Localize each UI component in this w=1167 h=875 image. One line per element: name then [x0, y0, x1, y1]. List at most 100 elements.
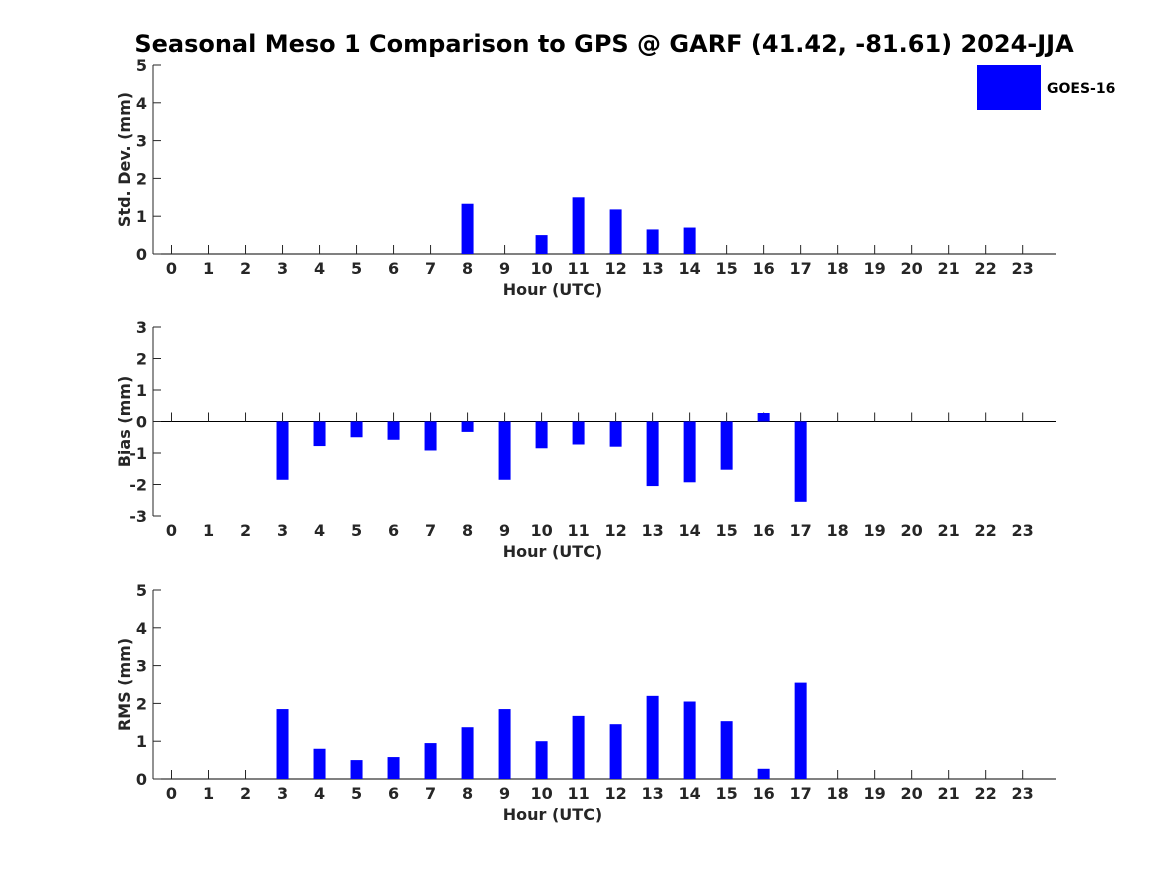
x-tick-label-rms: 22 — [975, 784, 997, 803]
y-tick-label-std-dev: 1 — [136, 207, 147, 226]
bar-rms-hour-3 — [276, 709, 289, 779]
y-tick-label-bias: 3 — [136, 318, 147, 337]
bar-rms-hour-17 — [794, 682, 807, 779]
x-tick-label-bias: 6 — [388, 521, 399, 540]
x-tick-label-rms: 8 — [462, 784, 473, 803]
y-tick-label-bias: 0 — [136, 413, 147, 432]
y-tick-label-bias: 1 — [136, 381, 147, 400]
y-tick-label-rms: 5 — [136, 581, 147, 600]
x-tick-label-bias: 8 — [462, 521, 473, 540]
bar-rms-hour-9 — [498, 709, 511, 779]
bar-bias-hour-6 — [387, 421, 400, 440]
bar-std-dev-hour-10 — [535, 235, 548, 254]
x-tick-label-rms: 19 — [864, 784, 886, 803]
x-tick-label-std-dev: 18 — [827, 259, 849, 278]
x-tick-label-rms: 20 — [901, 784, 923, 803]
x-tick-label-bias: 20 — [901, 521, 923, 540]
x-tick-label-bias: 7 — [425, 521, 436, 540]
bar-bias-hour-11 — [572, 421, 585, 445]
x-tick-label-std-dev: 10 — [530, 259, 552, 278]
x-tick-label-std-dev: 11 — [567, 259, 589, 278]
x-tick-label-rms: 17 — [790, 784, 812, 803]
y-tick-label-rms: 3 — [136, 657, 147, 676]
x-tick-label-std-dev: 1 — [203, 259, 214, 278]
bar-bias-hour-16 — [757, 412, 770, 422]
x-tick-label-std-dev: 3 — [277, 259, 288, 278]
x-tick-label-rms: 14 — [678, 784, 700, 803]
bar-rms-hour-4 — [313, 748, 326, 779]
x-tick-label-bias: 10 — [530, 521, 552, 540]
x-tick-label-rms: 12 — [604, 784, 626, 803]
bar-bias-hour-15 — [720, 421, 733, 470]
x-tick-label-bias: 13 — [641, 521, 663, 540]
y-tick-label-std-dev: 2 — [136, 169, 147, 188]
y-tick-label-std-dev: 4 — [136, 94, 147, 113]
y-axis-label-bias: Bias (mm) — [115, 376, 134, 468]
bar-bias-hour-9 — [498, 421, 511, 480]
bar-rms-hour-10 — [535, 741, 548, 779]
bar-rms-hour-15 — [720, 721, 733, 779]
x-tick-label-rms: 15 — [715, 784, 737, 803]
legend-label-goes-16: GOES-16 — [1047, 81, 1115, 97]
x-tick-label-rms: 11 — [567, 784, 589, 803]
x-tick-label-bias: 14 — [678, 521, 700, 540]
x-tick-label-bias: 12 — [604, 521, 626, 540]
x-tick-label-bias: 23 — [1012, 521, 1034, 540]
x-tick-label-bias: 2 — [240, 521, 251, 540]
x-tick-label-std-dev: 8 — [462, 259, 473, 278]
x-tick-label-std-dev: 0 — [166, 259, 177, 278]
x-tick-label-rms: 2 — [240, 784, 251, 803]
bar-rms-hour-16 — [757, 768, 770, 779]
x-tick-label-std-dev: 13 — [641, 259, 663, 278]
x-tick-label-rms: 6 — [388, 784, 399, 803]
bar-rms-hour-7 — [424, 743, 437, 779]
bar-bias-hour-12 — [609, 421, 622, 447]
x-tick-label-std-dev: 17 — [790, 259, 812, 278]
bar-std-dev-hour-13 — [646, 229, 659, 254]
x-tick-label-std-dev: 21 — [938, 259, 960, 278]
x-tick-label-std-dev: 2 — [240, 259, 251, 278]
x-tick-label-std-dev: 16 — [753, 259, 775, 278]
x-tick-label-rms: 0 — [166, 784, 177, 803]
x-tick-label-bias: 3 — [277, 521, 288, 540]
bar-bias-hour-14 — [683, 421, 696, 483]
y-tick-label-std-dev: 3 — [136, 132, 147, 151]
bar-bias-hour-7 — [424, 421, 437, 451]
x-axis-label-rms: Hour (UTC) — [503, 805, 603, 824]
x-tick-label-rms: 9 — [499, 784, 510, 803]
x-tick-label-std-dev: 15 — [715, 259, 737, 278]
x-tick-label-bias: 1 — [203, 521, 214, 540]
x-tick-label-std-dev: 22 — [975, 259, 997, 278]
x-tick-label-rms: 7 — [425, 784, 436, 803]
y-tick-label-bias: 2 — [136, 350, 147, 369]
bar-rms-hour-12 — [609, 724, 622, 779]
x-tick-label-bias: 9 — [499, 521, 510, 540]
bar-rms-hour-8 — [461, 727, 474, 779]
bar-bias-hour-5 — [350, 421, 363, 438]
x-tick-label-std-dev: 5 — [351, 259, 362, 278]
y-tick-label-std-dev: 5 — [136, 56, 147, 75]
x-axis-label-std-dev: Hour (UTC) — [503, 280, 603, 299]
bar-rms-hour-14 — [683, 701, 696, 779]
bar-bias-hour-13 — [646, 421, 659, 487]
bar-bias-hour-8 — [461, 421, 474, 432]
y-tick-label-bias: -1 — [129, 444, 147, 463]
x-tick-label-rms: 23 — [1012, 784, 1034, 803]
x-tick-label-rms: 4 — [314, 784, 325, 803]
bar-rms-hour-6 — [387, 757, 400, 779]
x-tick-label-rms: 21 — [938, 784, 960, 803]
x-axis-label-bias: Hour (UTC) — [503, 542, 603, 561]
bar-bias-hour-4 — [313, 421, 326, 447]
bar-rms-hour-5 — [350, 760, 363, 779]
bar-rms-hour-11 — [572, 715, 585, 779]
x-tick-label-std-dev: 6 — [388, 259, 399, 278]
bar-bias-hour-10 — [535, 421, 548, 449]
y-tick-label-bias: -3 — [129, 507, 147, 526]
y-tick-label-rms: 4 — [136, 619, 147, 638]
x-tick-label-bias: 21 — [938, 521, 960, 540]
bar-bias-hour-3 — [276, 421, 289, 480]
